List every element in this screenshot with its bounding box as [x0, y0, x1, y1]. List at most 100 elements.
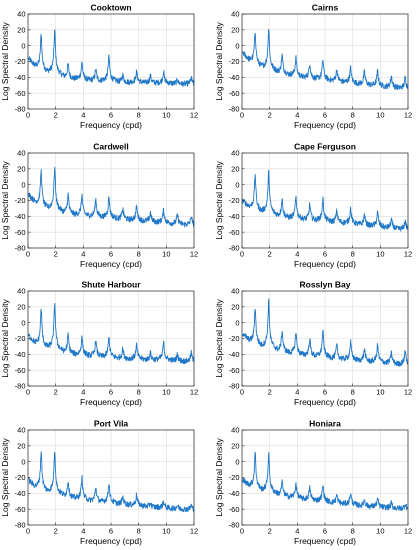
y-tick-label: -80 [15, 521, 26, 530]
spectrum-line [28, 166, 195, 228]
y-tick-label: 20 [231, 25, 239, 34]
x-tick-label: 10 [162, 250, 170, 259]
x-tick-label: 4 [81, 527, 85, 536]
y-axis-label: Log Spectral Density [214, 161, 224, 240]
y-tick-label: -80 [229, 244, 240, 253]
x-tick-label: 8 [137, 111, 141, 120]
y-axis-label: Log Spectral Density [0, 438, 10, 517]
x-tick-label: 6 [109, 111, 113, 120]
y-tick-label: -20 [229, 57, 240, 66]
y-tick-label: -60 [229, 505, 240, 514]
x-tick-label: 2 [268, 388, 272, 397]
subplot: 0 2 4 6 8 10 12 40 20 0 -20 -40 -60 -80 Cardwell Freque… [0, 142, 198, 270]
y-axis-label: Log Spectral Density [0, 22, 10, 101]
y-axis-label: Log Spectral Density [0, 161, 10, 240]
subplot-title: Shute Harbour [81, 280, 141, 290]
y-tick-label: 20 [231, 441, 239, 450]
x-tick-label: 0 [26, 111, 30, 120]
x-axis-label: Frequency (cpd) [80, 259, 142, 269]
y-tick-label: -20 [15, 196, 26, 205]
x-axis-label: Frequency (cpd) [80, 397, 142, 407]
y-tick-label: 40 [231, 149, 239, 158]
y-tick-label: 20 [17, 302, 25, 311]
x-tick-label: 6 [109, 527, 113, 536]
x-tick-label: 8 [351, 527, 355, 536]
y-tick-label: -60 [15, 89, 26, 98]
subplot: 0 2 4 6 8 10 12 40 20 0 -20 -40 -60 -80 Shute Harbour F… [0, 280, 198, 408]
spectrum-line [242, 169, 409, 232]
x-tick-label: 8 [351, 388, 355, 397]
x-tick-label: 0 [240, 388, 244, 397]
x-tick-label: 2 [54, 111, 58, 120]
subplot-title: Cooktown [90, 3, 131, 13]
y-tick-label: 0 [235, 457, 239, 466]
subplot: 0 2 4 6 8 10 12 40 20 0 -20 -40 -60 -80 Cooktown Freque… [0, 3, 198, 131]
y-tick-label: -40 [229, 212, 240, 221]
x-tick-label: 12 [190, 388, 198, 397]
subplot-title: Rosslyn Bay [299, 280, 350, 290]
x-axis-label: Frequency (cpd) [294, 397, 356, 407]
y-tick-label: 0 [21, 180, 25, 189]
x-tick-label: 12 [404, 111, 412, 120]
y-tick-label: 40 [17, 287, 25, 296]
y-tick-label: 0 [235, 318, 239, 327]
x-tick-label: 6 [109, 388, 113, 397]
y-tick-label: -80 [229, 521, 240, 530]
y-tick-label: -20 [229, 334, 240, 343]
y-tick-label: -60 [15, 228, 26, 237]
x-tick-label: 12 [404, 250, 412, 259]
y-tick-label: 40 [17, 426, 25, 435]
subplot-title: Honiara [309, 419, 341, 429]
x-tick-label: 10 [162, 111, 170, 120]
y-axis-label: Log Spectral Density [214, 22, 224, 101]
spectrum-line [28, 451, 195, 513]
y-tick-label: 20 [17, 25, 25, 34]
x-tick-label: 8 [137, 250, 141, 259]
y-tick-label: -80 [15, 105, 26, 114]
y-tick-label: 20 [17, 164, 25, 173]
y-tick-label: -60 [15, 505, 26, 514]
y-tick-label: 20 [17, 441, 25, 450]
x-tick-label: 12 [404, 388, 412, 397]
x-tick-label: 12 [190, 250, 198, 259]
y-tick-label: 20 [231, 164, 239, 173]
subplot-title: Port Vila [94, 419, 129, 429]
y-tick-label: -40 [15, 73, 26, 82]
spectrum-line [242, 451, 409, 512]
y-tick-label: 0 [21, 318, 25, 327]
x-tick-label: 6 [323, 250, 327, 259]
spectrum-line [28, 303, 195, 365]
y-tick-label: 20 [231, 302, 239, 311]
x-axis-label: Frequency (cpd) [80, 120, 142, 130]
spectrum-line [28, 29, 195, 87]
y-tick-label: -60 [229, 228, 240, 237]
y-tick-label: -40 [15, 489, 26, 498]
y-tick-label: -40 [229, 73, 240, 82]
x-axis-label: Frequency (cpd) [80, 536, 142, 546]
subplot: 0 2 4 6 8 10 12 40 20 0 -20 -40 -60 -80 Cape Ferguson F… [214, 142, 412, 270]
y-tick-label: 0 [235, 180, 239, 189]
x-tick-label: 12 [404, 527, 412, 536]
y-tick-label: -60 [229, 366, 240, 375]
x-tick-label: 0 [26, 527, 30, 536]
x-tick-label: 2 [268, 250, 272, 259]
x-tick-label: 0 [240, 527, 244, 536]
x-axis-label: Frequency (cpd) [294, 120, 356, 130]
y-tick-label: -40 [229, 350, 240, 359]
x-tick-label: 10 [376, 388, 384, 397]
x-tick-label: 4 [81, 250, 85, 259]
y-tick-label: -60 [229, 89, 240, 98]
y-tick-label: -20 [229, 196, 240, 205]
x-tick-label: 2 [54, 388, 58, 397]
y-tick-label: -60 [15, 366, 26, 375]
y-tick-label: 40 [231, 287, 239, 296]
x-tick-label: 4 [295, 250, 299, 259]
spectrum-line [242, 29, 409, 91]
y-tick-label: -80 [15, 382, 26, 391]
y-tick-label: 0 [21, 457, 25, 466]
y-tick-label: 0 [21, 41, 25, 50]
x-tick-label: 10 [162, 527, 170, 536]
x-axis-label: Frequency (cpd) [294, 259, 356, 269]
y-tick-label: -40 [15, 350, 26, 359]
